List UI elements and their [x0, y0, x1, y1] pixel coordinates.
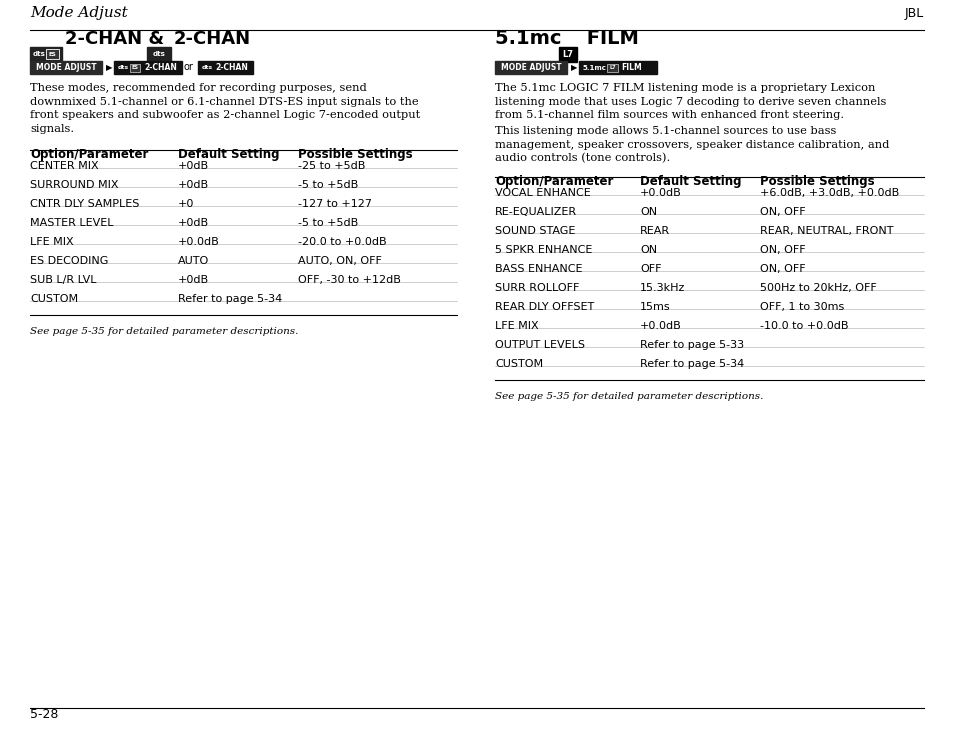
Text: +0dB: +0dB — [178, 275, 209, 285]
Text: ON: ON — [639, 207, 657, 217]
Text: OUTPUT LEVELS: OUTPUT LEVELS — [495, 340, 584, 350]
Text: AUTO: AUTO — [178, 256, 209, 266]
Text: The 5.1mc LOGIC 7 FILM listening mode is a proprietary Lexicon
listening mode th: The 5.1mc LOGIC 7 FILM listening mode is… — [495, 83, 885, 120]
FancyBboxPatch shape — [30, 61, 102, 74]
Text: ON, OFF: ON, OFF — [760, 207, 804, 217]
FancyBboxPatch shape — [558, 47, 577, 62]
Text: SURROUND MIX: SURROUND MIX — [30, 180, 118, 190]
Text: CUSTOM: CUSTOM — [495, 359, 542, 369]
Text: Option/Parameter: Option/Parameter — [30, 148, 149, 161]
Text: SUB L/R LVL: SUB L/R LVL — [30, 275, 96, 285]
Text: AUTO, ON, OFF: AUTO, ON, OFF — [297, 256, 381, 266]
Text: 5-28: 5-28 — [30, 708, 58, 721]
Text: dts: dts — [152, 51, 165, 57]
Text: Option/Parameter: Option/Parameter — [495, 175, 613, 188]
Text: SOUND STAGE: SOUND STAGE — [495, 226, 575, 236]
Text: -10.0 to +0.0dB: -10.0 to +0.0dB — [760, 321, 847, 331]
Text: Default Setting: Default Setting — [639, 175, 740, 188]
Text: REAR DLY OFFSET: REAR DLY OFFSET — [495, 302, 594, 312]
Text: REAR, NEUTRAL, FRONT: REAR, NEUTRAL, FRONT — [760, 226, 893, 236]
Text: FILM: FILM — [579, 29, 639, 48]
Text: These modes, recommended for recording purposes, send
downmixed 5.1-channel or 6: These modes, recommended for recording p… — [30, 83, 420, 134]
Text: CNTR DLY SAMPLES: CNTR DLY SAMPLES — [30, 199, 139, 209]
Text: OFF, 1 to 30ms: OFF, 1 to 30ms — [760, 302, 843, 312]
Text: dts: dts — [118, 65, 129, 70]
FancyBboxPatch shape — [198, 61, 253, 74]
Text: dts: dts — [202, 65, 213, 70]
Text: Possible Settings: Possible Settings — [760, 175, 874, 188]
FancyBboxPatch shape — [578, 61, 657, 74]
Text: L7: L7 — [609, 65, 615, 70]
Text: 15.3kHz: 15.3kHz — [639, 283, 684, 293]
Text: See page 5-35 for detailed parameter descriptions.: See page 5-35 for detailed parameter des… — [495, 392, 762, 401]
Text: 5 SPKR ENHANCE: 5 SPKR ENHANCE — [495, 245, 592, 255]
Text: 5.1mc: 5.1mc — [582, 64, 606, 71]
Text: +0.0dB: +0.0dB — [639, 188, 681, 198]
Text: 500Hz to 20kHz, OFF: 500Hz to 20kHz, OFF — [760, 283, 876, 293]
Text: CUSTOM: CUSTOM — [30, 294, 78, 304]
Text: 2-CHAN: 2-CHAN — [214, 63, 248, 72]
Text: ON: ON — [639, 245, 657, 255]
Text: RE-EQUALIZER: RE-EQUALIZER — [495, 207, 577, 217]
Text: +0dB: +0dB — [178, 161, 209, 171]
FancyBboxPatch shape — [30, 47, 62, 61]
Text: ES: ES — [49, 52, 56, 57]
Text: MODE ADJUST: MODE ADJUST — [35, 63, 96, 72]
FancyBboxPatch shape — [495, 61, 566, 74]
Text: +0: +0 — [178, 199, 194, 209]
FancyBboxPatch shape — [130, 64, 140, 72]
Text: Refer to page 5-34: Refer to page 5-34 — [178, 294, 282, 304]
Text: 15ms: 15ms — [639, 302, 670, 312]
Text: CENTER MIX: CENTER MIX — [30, 161, 98, 171]
Text: +0.0dB: +0.0dB — [178, 237, 219, 247]
Text: -20.0 to +0.0dB: -20.0 to +0.0dB — [297, 237, 386, 247]
Text: ON, OFF: ON, OFF — [760, 264, 804, 274]
Text: -5 to +5dB: -5 to +5dB — [297, 218, 358, 228]
Text: VOCAL ENHANCE: VOCAL ENHANCE — [495, 188, 590, 198]
Text: Mode Adjust: Mode Adjust — [30, 6, 128, 20]
Text: +0dB: +0dB — [178, 180, 209, 190]
Text: -127 to +127: -127 to +127 — [297, 199, 372, 209]
Text: MASTER LEVEL: MASTER LEVEL — [30, 218, 113, 228]
Text: +0.0dB: +0.0dB — [639, 321, 681, 331]
Text: SURR ROLLOFF: SURR ROLLOFF — [495, 283, 578, 293]
Text: JBL: JBL — [903, 7, 923, 20]
Text: Refer to page 5-33: Refer to page 5-33 — [639, 340, 743, 350]
Text: -5 to +5dB: -5 to +5dB — [297, 180, 358, 190]
Text: LFE MIX: LFE MIX — [30, 237, 73, 247]
Text: +0dB: +0dB — [178, 218, 209, 228]
Text: REAR: REAR — [639, 226, 669, 236]
Text: dts: dts — [33, 51, 46, 57]
Text: -25 to +5dB: -25 to +5dB — [297, 161, 365, 171]
Text: Default Setting: Default Setting — [178, 148, 279, 161]
Text: ▶: ▶ — [570, 63, 577, 72]
Text: L7: L7 — [562, 50, 573, 59]
Text: ▶: ▶ — [106, 63, 112, 72]
Text: Refer to page 5-34: Refer to page 5-34 — [639, 359, 743, 369]
FancyBboxPatch shape — [606, 64, 618, 72]
Text: 2-CHAN: 2-CHAN — [144, 63, 176, 72]
FancyBboxPatch shape — [113, 61, 182, 74]
Text: OFF: OFF — [639, 264, 660, 274]
Text: 2-CHAN: 2-CHAN — [173, 30, 251, 48]
FancyBboxPatch shape — [46, 49, 59, 59]
Text: 2-CHAN &: 2-CHAN & — [65, 30, 171, 48]
Text: See page 5-35 for detailed parameter descriptions.: See page 5-35 for detailed parameter des… — [30, 327, 298, 336]
Text: ON, OFF: ON, OFF — [760, 245, 804, 255]
Text: +6.0dB, +3.0dB, +0.0dB: +6.0dB, +3.0dB, +0.0dB — [760, 188, 899, 198]
Text: LFE MIX: LFE MIX — [495, 321, 538, 331]
Text: OFF, -30 to +12dB: OFF, -30 to +12dB — [297, 275, 400, 285]
Text: ES DECODING: ES DECODING — [30, 256, 109, 266]
Text: ES: ES — [132, 65, 138, 70]
Text: This listening mode allows 5.1-channel sources to use bass
management, speaker c: This listening mode allows 5.1-channel s… — [495, 126, 888, 164]
Text: MODE ADJUST: MODE ADJUST — [500, 63, 560, 72]
Text: Possible Settings: Possible Settings — [297, 148, 413, 161]
Text: FILM: FILM — [620, 63, 641, 72]
Text: 5.1mc: 5.1mc — [495, 29, 568, 48]
Text: or: or — [183, 63, 193, 72]
FancyBboxPatch shape — [147, 47, 171, 61]
Text: BASS ENHANCE: BASS ENHANCE — [495, 264, 582, 274]
